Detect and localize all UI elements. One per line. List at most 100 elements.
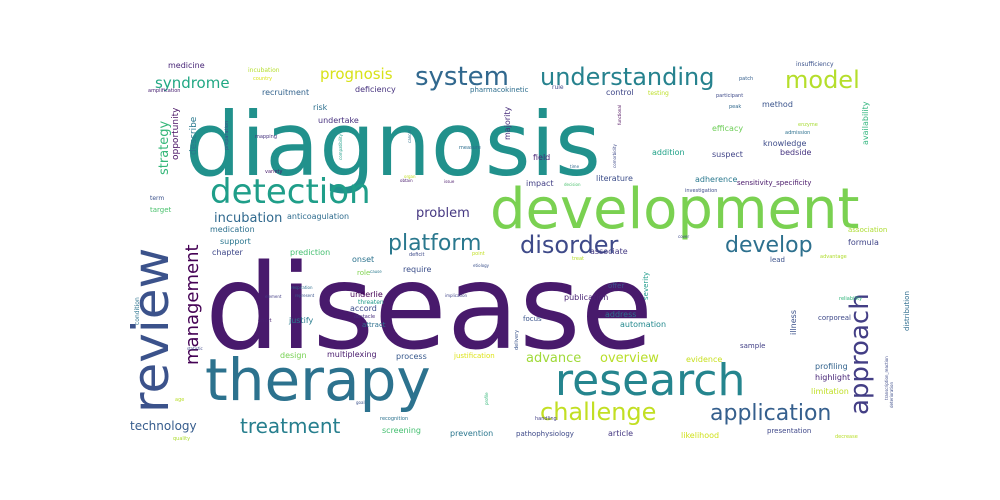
- word-distribution: distribution: [903, 291, 911, 331]
- word-automation: automation: [620, 320, 666, 329]
- word-technology: technology: [130, 419, 197, 433]
- word-advance: advance: [526, 351, 581, 366]
- word-anticoagulation: anticoagulation: [287, 212, 349, 221]
- word-impact: impact: [526, 179, 554, 188]
- word-support: support: [220, 237, 251, 246]
- word-highlight: highlight: [815, 373, 850, 382]
- word-decrease: decrease: [835, 434, 858, 440]
- word-justification: justification: [453, 352, 495, 360]
- word-screening: screening: [382, 426, 421, 435]
- word-issue: issue: [444, 179, 455, 184]
- word-publication: publication: [564, 293, 608, 302]
- word-model: model: [785, 66, 860, 94]
- word-formula: formula: [848, 238, 879, 247]
- word-design: design: [280, 351, 307, 360]
- word-detection: detection: [210, 172, 371, 212]
- word-variety: variety: [265, 169, 283, 175]
- word-application: application: [710, 401, 831, 426]
- word-term: term: [150, 195, 164, 202]
- word-illness: illness: [789, 310, 798, 335]
- word-implication: implication: [445, 293, 468, 298]
- word-advantage: advantage: [820, 254, 847, 260]
- word-platform: platform: [388, 231, 481, 256]
- word-system: system: [415, 62, 509, 92]
- word-incubation: incubation: [248, 67, 280, 74]
- word-profile: profile: [484, 392, 489, 405]
- word-profiling: profiling: [815, 362, 848, 371]
- word-approach: approach: [845, 293, 875, 415]
- word-association: association: [848, 226, 887, 234]
- word-element: element: [265, 294, 282, 299]
- word-adherence: adherence: [695, 175, 737, 184]
- word-enzyme: enzyme: [798, 122, 818, 128]
- word-deficit: deficit: [409, 252, 425, 258]
- word-patch: patch: [739, 76, 753, 82]
- word-comorbidity: comorbidity: [612, 143, 617, 168]
- word-testing: testing: [648, 90, 669, 97]
- word-country: country: [253, 76, 272, 82]
- word-syndrome: syndrome: [155, 74, 230, 92]
- word-respiration: respiration: [291, 285, 313, 290]
- word-review: review: [122, 248, 180, 413]
- word-risk: risk: [313, 103, 328, 112]
- word-majority: majority: [503, 107, 512, 140]
- word-decision: decision: [564, 182, 581, 187]
- word-rule: rule: [552, 84, 564, 91]
- word-delivery: delivery: [514, 330, 520, 350]
- word-role: role: [357, 269, 370, 277]
- word-handling: handling: [535, 416, 557, 422]
- word-chapter: chapter: [212, 248, 244, 257]
- word-require: require: [403, 265, 432, 274]
- word-investigation: investigation: [685, 188, 717, 194]
- word-problem: problem: [416, 206, 470, 221]
- word-reliability: reliability: [839, 296, 862, 302]
- word-understanding: understanding: [540, 63, 714, 91]
- word-likelihood: likelihood: [681, 431, 719, 440]
- word-opportunity: opportunity: [171, 107, 181, 160]
- word-evidence: evidence: [686, 355, 722, 364]
- word-functional: functional: [617, 105, 622, 125]
- word-insufficiency: insufficiency: [796, 61, 834, 68]
- word-medicine: medicine: [168, 61, 205, 70]
- word-diagnosis: diagnosis: [185, 93, 601, 196]
- word-challenge: challenge: [540, 398, 656, 426]
- word-associate: associate: [590, 247, 628, 256]
- word-undertake: undertake: [318, 116, 359, 125]
- word-obtain: obtain: [400, 178, 413, 183]
- word-preparation: preparation: [224, 121, 230, 150]
- word-presentation: presentation: [767, 427, 811, 435]
- word-offer: offer: [608, 282, 624, 290]
- word-prevention: prevention: [450, 429, 493, 438]
- word-treatment: treatment: [240, 414, 340, 438]
- word-addition: addition: [652, 148, 685, 157]
- word-focus: focus: [523, 315, 542, 323]
- word-organ: organ: [404, 174, 416, 179]
- word-corporeal: corporeal: [818, 314, 851, 322]
- word-represent: represent: [295, 293, 315, 298]
- word-cause: cause: [370, 269, 382, 274]
- word-knowledge: knowledge: [763, 139, 806, 148]
- word-therapy: therapy: [205, 346, 431, 414]
- word-peak: peak: [729, 104, 741, 110]
- word-disorder: disorder: [520, 231, 619, 259]
- word-lead: lead: [770, 256, 785, 264]
- word-recognition: recognition: [380, 416, 408, 422]
- word-transcription-reaction: transcription_reaction: [884, 356, 889, 400]
- word-pharmacokinetic: pharmacokinetic: [470, 86, 529, 94]
- word-prediction: prediction: [290, 248, 330, 257]
- word-admission: admission: [785, 130, 810, 136]
- word-sensitivity-specificity: sensitivity_specificity: [737, 179, 811, 187]
- word-suspect: suspect: [712, 150, 743, 159]
- word-point: point: [472, 251, 485, 257]
- word-develop: develop: [725, 233, 813, 258]
- word-prognosis: prognosis: [320, 65, 393, 83]
- word-amplification: amplification: [148, 88, 180, 94]
- word-justify: justify: [288, 316, 313, 325]
- word-cover: cover: [678, 234, 689, 239]
- word-attract: attract: [362, 321, 386, 329]
- word-cancer: cancer: [407, 129, 412, 143]
- word-participant: participant: [716, 93, 743, 99]
- word-overview: overview: [600, 351, 659, 366]
